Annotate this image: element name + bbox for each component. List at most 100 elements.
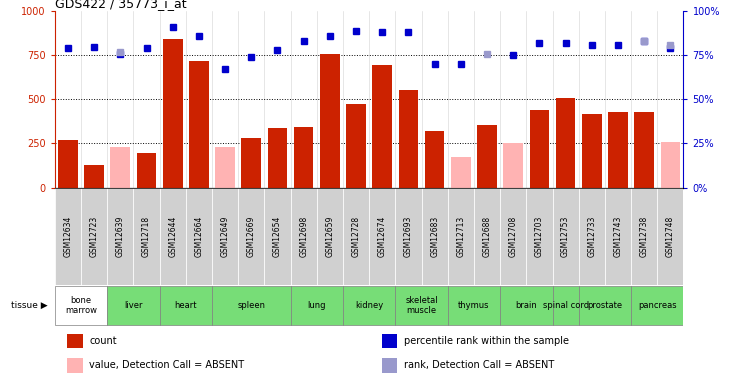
Bar (67, 334, 83, 348)
Text: GSM12644: GSM12644 (168, 216, 177, 257)
Bar (163, 39, 183, 188)
Text: GSM12649: GSM12649 (221, 216, 230, 257)
Bar (186, 188, 212, 285)
Text: count: count (89, 336, 117, 346)
Bar (84, 165, 104, 188)
Bar (579, 286, 631, 326)
Bar (529, 110, 549, 188)
Bar (447, 286, 500, 326)
Bar (294, 127, 314, 188)
Text: spleen: spleen (238, 301, 265, 310)
Bar (265, 188, 290, 285)
Text: GSM12728: GSM12728 (352, 216, 360, 257)
Text: GSM12669: GSM12669 (247, 216, 256, 257)
Text: tissue ▶: tissue ▶ (11, 301, 48, 310)
Bar (137, 153, 156, 188)
Text: GSM12659: GSM12659 (325, 216, 334, 257)
Bar (372, 65, 392, 188)
Bar (212, 188, 238, 285)
Bar (189, 61, 209, 188)
Bar (241, 138, 261, 188)
Bar (608, 112, 628, 188)
Bar (110, 147, 130, 188)
Text: GSM12713: GSM12713 (456, 216, 466, 257)
Bar (395, 188, 422, 285)
Bar (425, 131, 444, 188)
Bar (553, 188, 579, 285)
Bar (398, 90, 418, 188)
Bar (477, 125, 497, 188)
Text: GSM12683: GSM12683 (430, 216, 439, 257)
Text: GSM12634: GSM12634 (64, 216, 72, 257)
Text: spinal cord: spinal cord (542, 301, 588, 310)
Text: GSM12703: GSM12703 (535, 216, 544, 257)
Text: GSM12743: GSM12743 (613, 216, 623, 257)
Text: GSM12753: GSM12753 (561, 216, 570, 257)
Text: skeletal
muscle: skeletal muscle (405, 296, 438, 315)
Bar (526, 188, 553, 285)
Bar (382, 358, 398, 373)
Bar (382, 334, 398, 348)
Bar (317, 188, 343, 285)
Bar (343, 286, 395, 326)
Text: GSM12698: GSM12698 (299, 216, 308, 257)
Bar (422, 188, 447, 285)
Bar (635, 112, 654, 188)
Bar (657, 188, 683, 285)
Text: GDS422 / 35773_i_at: GDS422 / 35773_i_at (55, 0, 186, 10)
Bar (553, 286, 579, 326)
Text: rank, Detection Call = ABSENT: rank, Detection Call = ABSENT (404, 360, 554, 370)
Text: brain: brain (515, 301, 537, 310)
Bar (268, 129, 287, 188)
Bar (133, 188, 159, 285)
Text: heart: heart (175, 301, 197, 310)
Bar (369, 188, 395, 285)
Bar (320, 54, 340, 188)
Bar (504, 144, 523, 188)
Text: GSM12723: GSM12723 (90, 216, 99, 257)
Text: GSM12733: GSM12733 (587, 216, 596, 257)
Bar (290, 286, 343, 326)
Text: GSM12639: GSM12639 (115, 216, 125, 257)
Bar (67, 358, 83, 373)
Bar (582, 114, 602, 188)
Bar (238, 188, 265, 285)
Bar (107, 286, 159, 326)
Bar (343, 188, 369, 285)
Bar (346, 104, 366, 188)
Text: GSM12674: GSM12674 (378, 216, 387, 257)
Bar (500, 286, 553, 326)
Bar (159, 286, 212, 326)
Bar (58, 140, 77, 188)
Bar (605, 188, 631, 285)
Bar (81, 188, 107, 285)
Text: GSM12738: GSM12738 (640, 216, 648, 257)
Text: kidney: kidney (355, 301, 383, 310)
Text: GSM12664: GSM12664 (194, 216, 203, 257)
Bar (661, 142, 681, 188)
Text: prostate: prostate (587, 301, 623, 310)
Text: liver: liver (124, 301, 143, 310)
Text: GSM12708: GSM12708 (509, 216, 518, 257)
Text: thymus: thymus (458, 301, 490, 310)
Bar (474, 188, 500, 285)
Bar (290, 188, 317, 285)
Bar (556, 98, 575, 188)
Text: GSM12693: GSM12693 (404, 216, 413, 257)
Text: GSM12748: GSM12748 (666, 216, 675, 257)
Bar (107, 188, 133, 285)
Text: GSM12718: GSM12718 (142, 216, 151, 257)
Bar (500, 188, 526, 285)
Bar (451, 157, 471, 188)
Text: bone
marrow: bone marrow (65, 296, 97, 315)
Text: GSM12654: GSM12654 (273, 216, 282, 257)
Text: value, Detection Call = ABSENT: value, Detection Call = ABSENT (89, 360, 245, 370)
Text: pancreas: pancreas (638, 301, 677, 310)
Text: percentile rank within the sample: percentile rank within the sample (404, 336, 569, 346)
Bar (395, 286, 447, 326)
Bar (212, 286, 290, 326)
Bar (447, 188, 474, 285)
Bar (631, 188, 657, 285)
Bar (631, 286, 683, 326)
Bar (55, 286, 107, 326)
